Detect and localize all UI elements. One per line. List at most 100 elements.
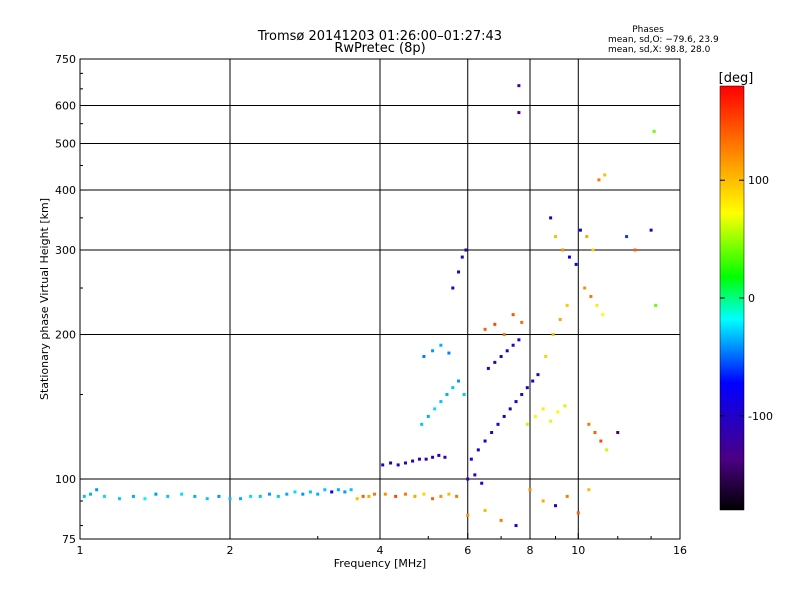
data-point (652, 129, 656, 133)
data-point (583, 286, 587, 290)
data-point (649, 228, 653, 232)
data-point (490, 431, 494, 435)
data-point (383, 492, 387, 496)
data-point (443, 455, 447, 459)
data-point (217, 494, 221, 498)
x-tick-label: 10 (571, 544, 585, 557)
data-point (511, 313, 515, 317)
data-point (591, 248, 595, 252)
data-point (439, 494, 443, 498)
data-point (549, 419, 553, 423)
x-tick-label: 8 (527, 544, 534, 557)
data-point (451, 386, 455, 390)
y-tick-label: 600 (55, 100, 76, 113)
data-point (587, 422, 591, 426)
x-tick-label: 6 (464, 544, 471, 557)
data-point (502, 414, 506, 418)
data-point (589, 295, 593, 299)
data-point (411, 459, 415, 463)
data-point (536, 373, 540, 377)
y-tick-label: 300 (55, 244, 76, 257)
data-point (349, 488, 353, 492)
data-point (143, 497, 147, 501)
data-point (193, 494, 197, 498)
data-point (95, 488, 99, 492)
data-point (431, 497, 435, 501)
data-point (180, 492, 184, 496)
data-point (585, 235, 589, 239)
data-point (525, 386, 529, 390)
data-point (480, 481, 484, 485)
legend-line-x: mean, sd,X: 98.8, 28.0 (608, 45, 711, 55)
data-point (239, 497, 243, 501)
x-tick-label: 1 (77, 544, 84, 557)
data-point (422, 354, 426, 358)
data-point (601, 313, 605, 317)
x-tick-label: 4 (377, 544, 384, 557)
data-point (285, 492, 289, 496)
data-point (517, 84, 521, 88)
data-point (431, 455, 435, 459)
data-point (483, 439, 487, 443)
data-point (514, 524, 518, 528)
data-point (336, 488, 340, 492)
data-point (355, 497, 359, 501)
data-point (595, 303, 599, 307)
data-point (420, 422, 424, 426)
data-point (486, 366, 490, 370)
data-point (381, 463, 385, 467)
data-point (258, 494, 262, 498)
data-point (599, 439, 603, 443)
data-point (520, 320, 524, 324)
data-point (394, 494, 398, 498)
data-point (565, 303, 569, 307)
data-point (587, 488, 591, 492)
colorbar-tick-label: 0 (748, 292, 755, 305)
data-point (567, 255, 571, 259)
data-point (417, 457, 421, 461)
data-point (439, 343, 443, 347)
data-point (578, 228, 582, 232)
data-point (457, 379, 461, 383)
data-point (447, 351, 451, 355)
data-point (505, 349, 509, 353)
data-point (276, 494, 280, 498)
chart-subtitle: RwPretec (8p) (334, 41, 425, 56)
data-point (528, 488, 532, 492)
data-point (422, 492, 426, 496)
data-point (301, 492, 305, 496)
data-point (549, 216, 553, 220)
data-point (462, 393, 466, 397)
data-point (323, 488, 327, 492)
data-point (625, 235, 629, 239)
data-point (205, 497, 209, 501)
data-point (499, 354, 503, 358)
phase-legend: Phases mean, sd,O: −79.6, 23.9 mean, sd,… (608, 25, 719, 55)
data-point (166, 494, 170, 498)
data-point (267, 492, 271, 496)
data-point (447, 492, 451, 496)
data-point (496, 422, 500, 426)
data-point (502, 333, 506, 337)
colorbar-tick-label: 100 (748, 174, 769, 187)
data-point (455, 494, 459, 498)
legend-line-o: mean, sd,O: −79.6, 23.9 (608, 35, 719, 45)
data-point (574, 262, 578, 266)
data-point (533, 414, 537, 418)
data-point (460, 255, 464, 259)
data-point (553, 235, 557, 239)
data-point (517, 111, 521, 115)
data-point (451, 286, 455, 290)
data-point (563, 404, 567, 408)
data-point (466, 513, 470, 517)
data-point (343, 490, 347, 494)
data-point (131, 494, 135, 498)
data-point (228, 497, 232, 501)
data-point (433, 407, 437, 411)
data-point (445, 393, 449, 397)
data-point (473, 473, 477, 477)
colorbar-ticks: 100 0 -100 (720, 174, 773, 423)
data-point (558, 317, 562, 321)
data-point (511, 343, 515, 347)
